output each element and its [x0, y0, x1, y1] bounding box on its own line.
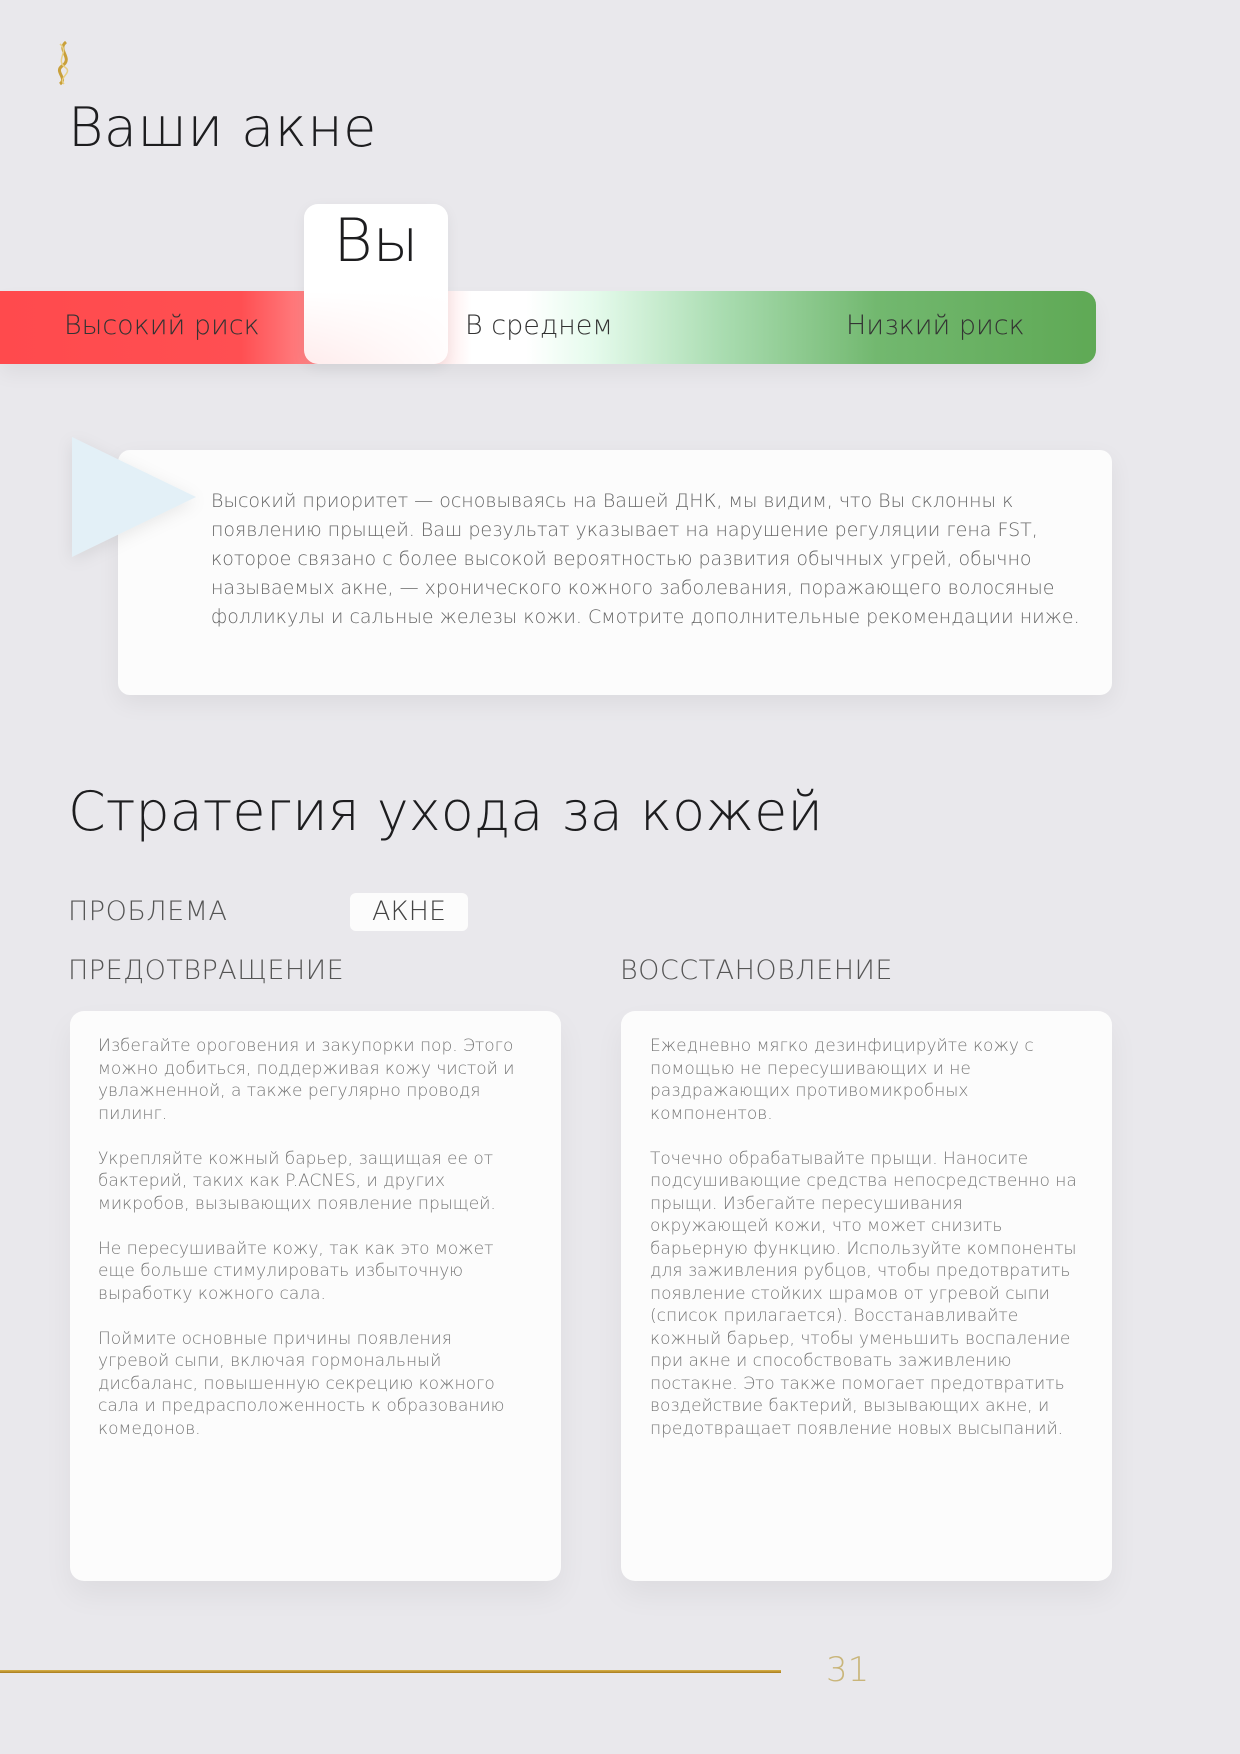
prevention-heading: ПРЕДОТВРАЩЕНИЕ — [68, 955, 345, 986]
risk-label-average: В среднем — [465, 310, 613, 341]
recovery-paragraph: Ежедневно мягко дезинфицируйте кожу с по… — [650, 1036, 1034, 1124]
section-title: Стратегия ухода за кожей — [68, 780, 823, 843]
page-number: 31 — [826, 1650, 870, 1690]
summary-text: Высокий приоритет — основываясь на Вашей… — [211, 490, 1080, 628]
recovery-heading: ВОССТАНОВЛЕНИЕ — [620, 955, 893, 986]
dna-logo-icon — [57, 40, 69, 86]
prevention-text: Избегайте ороговения и закупорки пор. Эт… — [98, 1035, 528, 1463]
footer-divider — [0, 1670, 781, 1673]
play-triangle-icon — [72, 437, 196, 557]
prevention-paragraph: Поймите основные причины появления угрев… — [98, 1328, 505, 1439]
page-title: Ваши акне — [68, 96, 377, 159]
risk-label-high: Высокий риск — [64, 310, 260, 341]
problem-badge: АКНЕ — [350, 893, 468, 931]
prevention-paragraph: Укрепляйте кожный барьер, защищая ее от … — [98, 1148, 496, 1214]
you-marker-card — [304, 204, 448, 364]
risk-scale-bar — [0, 291, 1096, 364]
recovery-paragraph: Точечно обрабатывайте прыщи. Наносите по… — [650, 1148, 1077, 1439]
prevention-paragraph: Не пересушивайте кожу, так как это может… — [98, 1238, 494, 1304]
prevention-card — [70, 1011, 561, 1581]
you-marker-label: Вы — [333, 206, 419, 276]
prevention-paragraph: Избегайте ороговения и закупорки пор. Эт… — [98, 1036, 515, 1124]
summary-card — [118, 450, 1112, 695]
recovery-card — [621, 1011, 1112, 1581]
problem-label: ПРОБЛЕМА — [68, 896, 228, 927]
risk-label-low: Низкий риск — [846, 310, 1025, 341]
recovery-text: Ежедневно мягко дезинфицируйте кожу с по… — [650, 1035, 1080, 1463]
